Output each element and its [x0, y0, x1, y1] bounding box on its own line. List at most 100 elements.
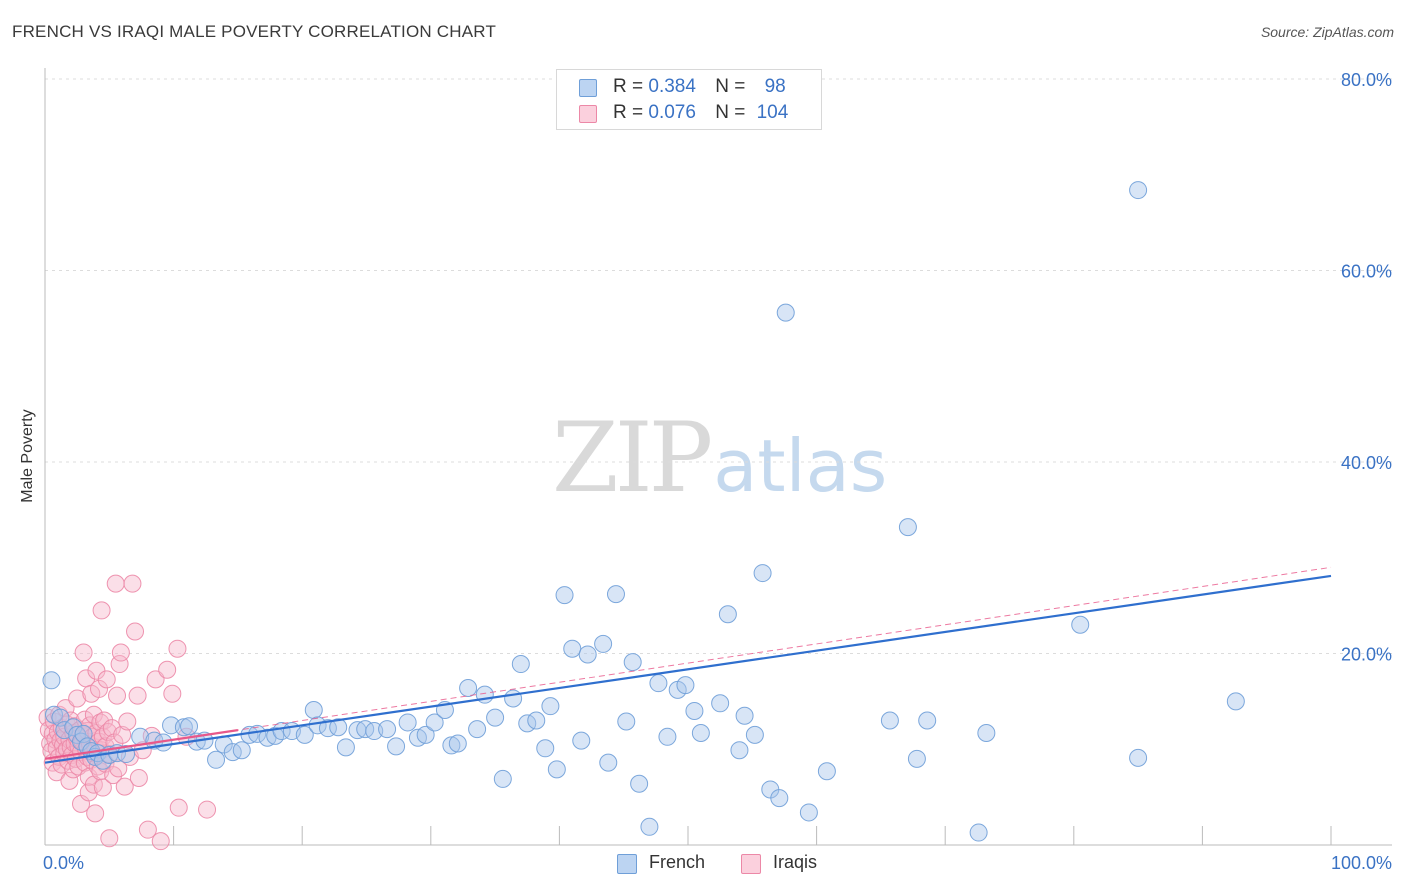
- french-point: [416, 725, 435, 744]
- source-credit: Source: ZipAtlas.com: [1260, 24, 1394, 40]
- iraqi-point: [126, 622, 145, 641]
- french-point: [730, 741, 749, 760]
- french-point: [174, 718, 193, 737]
- iraqi-swatch: [579, 105, 597, 123]
- french-point: [658, 727, 677, 746]
- iraqi-point: [109, 759, 128, 778]
- french-point: [536, 739, 555, 758]
- french-point: [378, 720, 397, 739]
- french-trend-line: [44, 574, 1332, 764]
- iraqi-point: [138, 820, 157, 839]
- french-point: [318, 719, 337, 738]
- french-point: [753, 564, 772, 583]
- y-tick-label: 60.0%: [1341, 262, 1392, 282]
- iraqi-point: [74, 643, 93, 662]
- iraqi-point: [163, 684, 182, 703]
- y-tick-label: 20.0%: [1341, 645, 1392, 665]
- iraqi-point: [90, 679, 109, 698]
- iraqi-point: [129, 768, 148, 787]
- iraqi-point: [128, 686, 147, 705]
- iraqi-point: [168, 639, 187, 658]
- french-point: [356, 720, 375, 739]
- french-point: [617, 712, 636, 731]
- iraqi-point: [93, 778, 112, 797]
- iraqi-point: [123, 574, 142, 593]
- french-legend-swatch: [617, 854, 637, 874]
- french-point: [527, 711, 546, 730]
- iraqi-point: [118, 712, 137, 731]
- x-tick-labels: 0.0% 100.0%: [43, 853, 1392, 873]
- french-r-value: 0.384: [648, 76, 696, 97]
- iraqi-point: [92, 601, 111, 620]
- french-point: [718, 605, 737, 624]
- iraqi-point: [95, 711, 114, 730]
- french-point: [640, 817, 659, 836]
- french-point: [563, 639, 582, 658]
- legend-french-stats: R = 0.384 N = 98: [613, 76, 786, 97]
- legend-iraqi-stats: R = 0.076 N = 104: [613, 102, 789, 123]
- french-point: [685, 701, 704, 720]
- watermark-zip: ZIP: [552, 402, 713, 514]
- french-point: [691, 723, 710, 742]
- gridlines: [45, 78, 1392, 654]
- french-point: [630, 774, 649, 793]
- french-point: [547, 760, 566, 779]
- french-point: [676, 676, 695, 695]
- iraqi-point: [64, 760, 83, 779]
- french-point: [207, 750, 226, 769]
- french-point: [336, 738, 355, 757]
- french-point: [578, 645, 597, 664]
- french-point: [606, 585, 625, 604]
- french-point: [295, 725, 314, 744]
- french-point: [493, 769, 512, 788]
- iraqi-point: [102, 719, 121, 738]
- french-point: [232, 741, 251, 760]
- iraqi-point: [110, 655, 129, 674]
- french-legend-label: French: [649, 852, 706, 872]
- y-tick-label: 40.0%: [1341, 453, 1392, 473]
- french-point: [541, 697, 560, 716]
- french-point: [387, 737, 406, 756]
- iraqi-point: [84, 705, 103, 724]
- french-point: [1071, 615, 1090, 634]
- iraqi-point: [97, 670, 116, 689]
- french-point: [977, 723, 996, 742]
- french-point: [304, 700, 323, 719]
- iraqi-point: [158, 660, 177, 679]
- x-tick-label-end: 100.0%: [1331, 853, 1392, 873]
- french-point: [745, 725, 764, 744]
- iraqi-point: [198, 800, 217, 819]
- french-n-value: 98: [764, 76, 786, 97]
- french-points: [42, 181, 1245, 842]
- iraqi-point: [108, 686, 127, 705]
- iraqi-point: [106, 574, 125, 593]
- iraqi-legend-label: Iraqis: [773, 852, 818, 872]
- french-point: [468, 720, 487, 739]
- french-point: [398, 713, 417, 732]
- french-point: [504, 689, 523, 708]
- french-point: [817, 762, 836, 781]
- iraqi-n-value: 104: [756, 102, 789, 123]
- iraqi-point: [60, 771, 79, 790]
- french-point: [448, 734, 467, 753]
- x-tick-label-start: 0.0%: [43, 853, 84, 873]
- iraqi-point: [86, 804, 105, 823]
- french-point: [511, 655, 530, 674]
- french-point: [1226, 692, 1245, 711]
- french-point: [572, 731, 591, 750]
- french-point: [599, 753, 618, 772]
- iraqi-r-value: 0.076: [648, 102, 696, 123]
- watermark: ZIPatlas: [552, 402, 887, 514]
- y-tick-label: 80.0%: [1341, 70, 1392, 90]
- iraqi-point: [111, 643, 130, 662]
- iraqi-point: [113, 725, 132, 744]
- french-point: [329, 718, 348, 737]
- french-point: [1129, 181, 1148, 200]
- french-point: [223, 743, 242, 762]
- french-point: [969, 823, 988, 842]
- axes: [44, 68, 1392, 846]
- chart-title: FRENCH VS IRAQI MALE POVERTY CORRELATION…: [12, 22, 497, 41]
- french-point: [486, 708, 505, 727]
- x-ticks: [173, 826, 1332, 845]
